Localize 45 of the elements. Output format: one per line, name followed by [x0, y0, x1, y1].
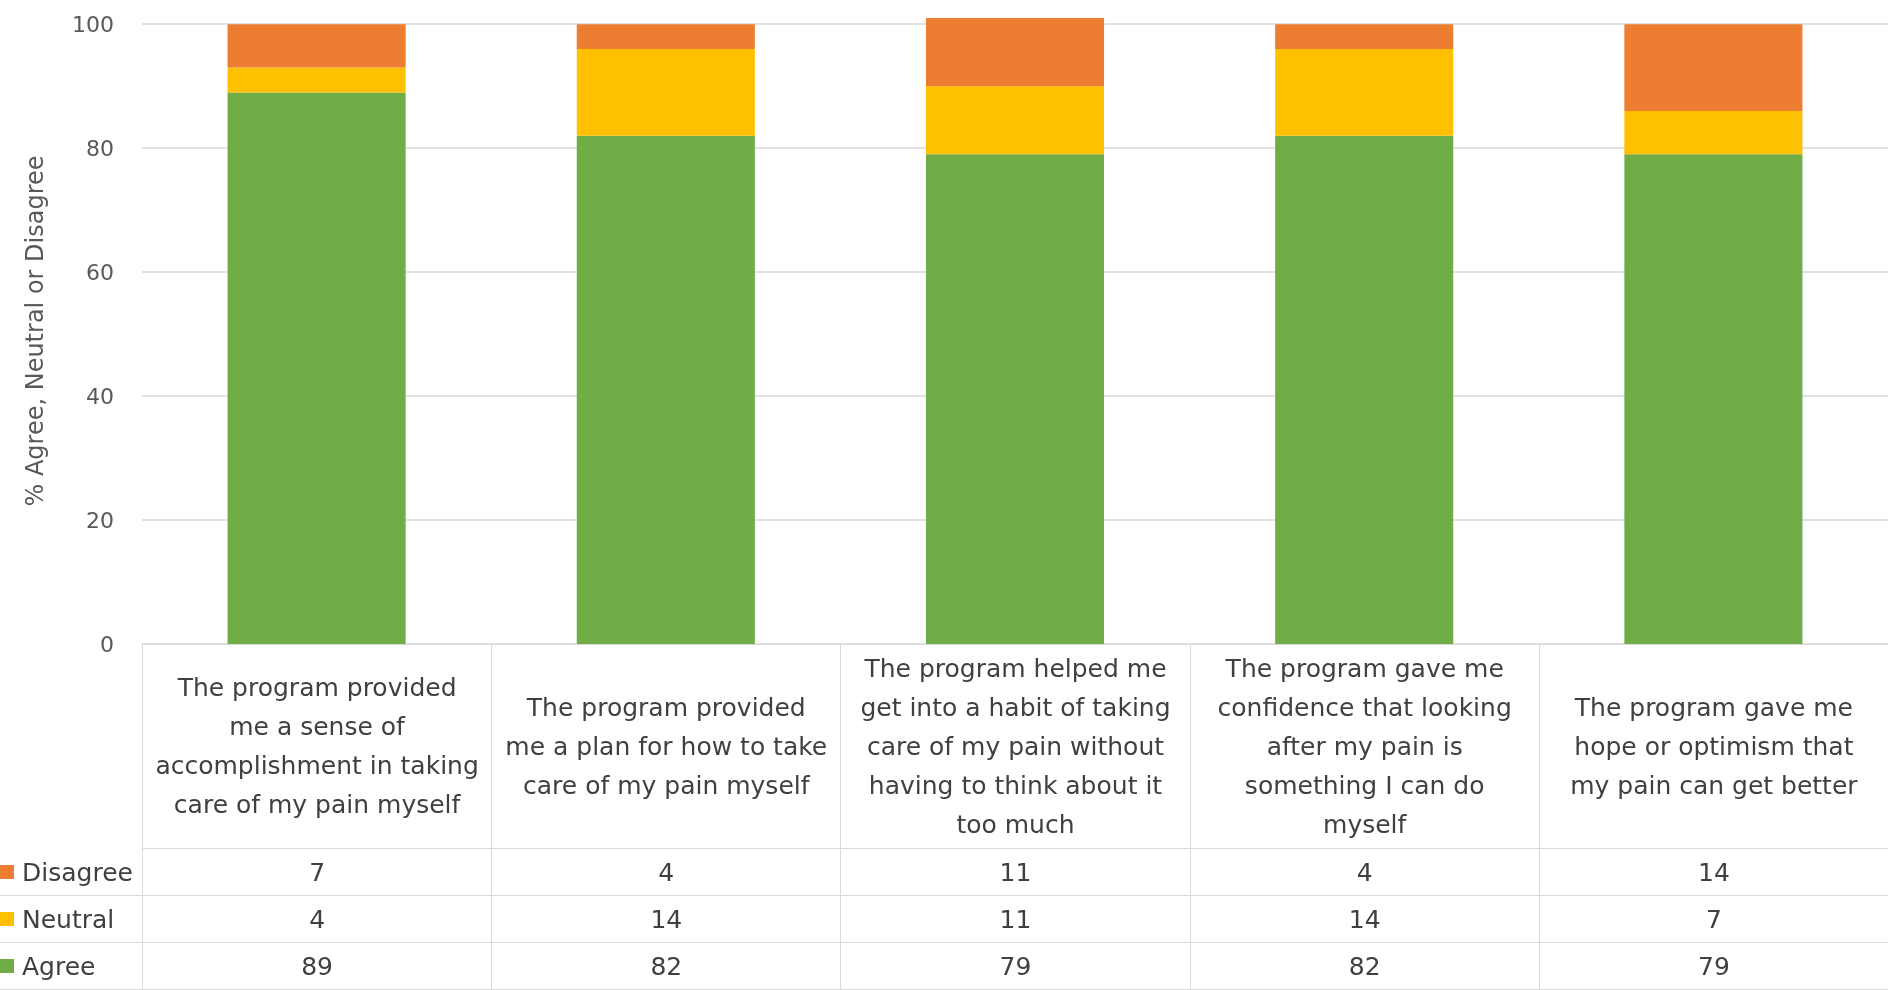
bar	[925, 86, 1105, 155]
bar	[1624, 110, 1803, 155]
bar	[227, 24, 406, 68]
x-tick-label: The program provided me a sense of accomplishment in taking care of my pain myself	[142, 644, 492, 849]
bar	[1275, 24, 1454, 49]
bar	[925, 18, 1105, 87]
x-tick-label: The program gave me hope or optimism that my pain can get better	[1538, 644, 1888, 849]
y-axis-title: % Agree, Neutral or Disagree	[21, 155, 49, 507]
data-label: 7	[1538, 896, 1888, 943]
x-tick-label: The program gave me confidence that looking after my pain is something I can do myself	[1189, 644, 1539, 849]
data-label: 82	[491, 943, 841, 990]
data-label: 14	[1189, 896, 1539, 943]
data-label: 11	[840, 849, 1190, 896]
bar	[227, 67, 406, 93]
data-label: 11	[840, 896, 1190, 943]
data-label: 89	[142, 943, 492, 990]
y-tick-label: 40	[86, 383, 114, 409]
bar	[576, 24, 755, 49]
legend-label: Agree	[22, 951, 96, 981]
y-tick-label: 0	[100, 631, 114, 657]
bar	[925, 154, 1105, 644]
y-tick-label: 60	[86, 259, 114, 285]
data-label: 7	[142, 849, 492, 896]
data-label: 79	[1538, 943, 1888, 990]
data-label: 79	[840, 943, 1190, 990]
bar	[1624, 24, 1803, 111]
data-label: 4	[1189, 849, 1539, 896]
bar	[1624, 154, 1803, 644]
legend-label: Neutral	[22, 904, 115, 934]
data-label: 4	[491, 849, 841, 896]
data-label: 14	[491, 896, 841, 943]
bar	[576, 48, 755, 136]
bar	[1275, 135, 1454, 644]
legend-label: Disagree	[22, 857, 133, 887]
x-tick-label: The program helped me get into a habit of taking care of my pain without having to think about it too much	[840, 644, 1190, 849]
data-label: 4	[142, 896, 492, 943]
y-tick-label: 20	[86, 507, 114, 533]
bar	[1275, 48, 1454, 136]
bar	[227, 92, 406, 644]
data-label: 82	[1189, 943, 1539, 990]
y-tick-label: 80	[86, 135, 114, 161]
x-tick-label: The program provided me a plan for how to take care of my pain myself	[491, 644, 841, 849]
bar	[576, 135, 755, 644]
data-label: 14	[1538, 849, 1888, 896]
y-tick-label: 100	[72, 11, 114, 37]
